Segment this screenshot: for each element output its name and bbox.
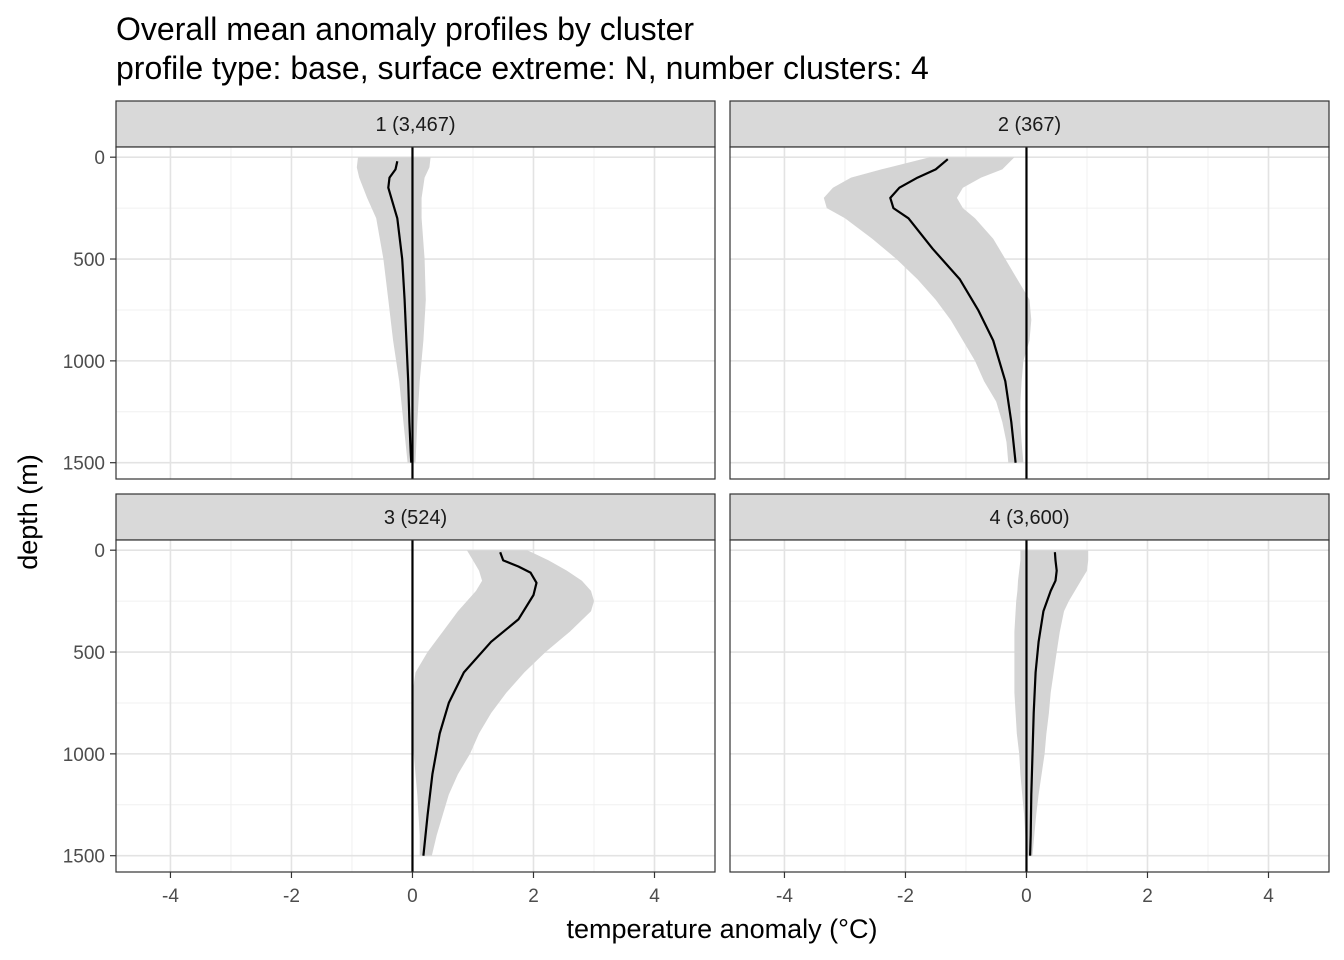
mean-profile-line — [1029, 552, 1058, 856]
x-tick-label: -4 — [162, 886, 179, 907]
y-tick-label: 1000 — [63, 745, 105, 766]
facet-strip — [115, 100, 716, 148]
anomaly-band — [823, 157, 1032, 463]
panel-border — [729, 146, 1330, 480]
facet-strip-label: 2 (367) — [998, 114, 1061, 136]
panel-border — [115, 539, 716, 873]
y-axis-label: depth (m) — [13, 454, 43, 570]
chart-subtitle: profile type: base, surface extreme: N, … — [116, 50, 929, 86]
facet-strip — [729, 493, 1330, 541]
x-tick-label: 0 — [1021, 886, 1032, 907]
y-tick-label: 1500 — [63, 454, 105, 475]
x-tick-label: 4 — [1263, 886, 1274, 907]
facet-strip-label: 3 (524) — [384, 507, 447, 529]
facet-strip-label: 4 (3,600) — [989, 507, 1069, 529]
facet-strip-label: 1 (3,467) — [375, 114, 455, 136]
facet-strip — [115, 493, 716, 541]
y-tick-label: 0 — [94, 541, 105, 562]
facet-panel-4: 4 (3,600) -4 -2 0 2 4 — [729, 493, 1330, 907]
x-tick-label: 0 — [407, 886, 418, 907]
facet-strip — [729, 100, 1330, 148]
x-tick-label: -2 — [283, 886, 300, 907]
y-tick-label: 500 — [73, 643, 105, 664]
x-tick-label: 2 — [1142, 886, 1153, 907]
y-tick-label: 1500 — [63, 847, 105, 868]
x-tick-label: 2 — [528, 886, 539, 907]
mean-profile-line — [387, 161, 413, 463]
anomaly-band — [412, 550, 594, 856]
chart-title: Overall mean anomaly profiles by cluster — [116, 11, 694, 47]
facet-panel-3: 3 (524) 0 500 1000 1500 -4 -2 0 2 4 — [63, 493, 716, 907]
panel-border — [729, 539, 1330, 873]
mean-profile-line — [889, 158, 1017, 463]
x-tick-label: -4 — [776, 886, 793, 907]
x-axis-label: temperature anomaly (°C) — [567, 914, 878, 944]
facet-panel-2: 2 (367) — [729, 100, 1330, 480]
x-tick-label: -2 — [897, 886, 914, 907]
mean-profile-line — [422, 551, 538, 856]
y-tick-label: 500 — [73, 250, 105, 271]
y-tick-label: 0 — [94, 148, 105, 169]
x-tick-label: 4 — [649, 886, 660, 907]
y-tick-label: 1000 — [63, 352, 105, 373]
panel-border — [115, 146, 716, 480]
facet-panel-1: 1 (3,467) 0 500 1000 1500 — [63, 100, 716, 480]
